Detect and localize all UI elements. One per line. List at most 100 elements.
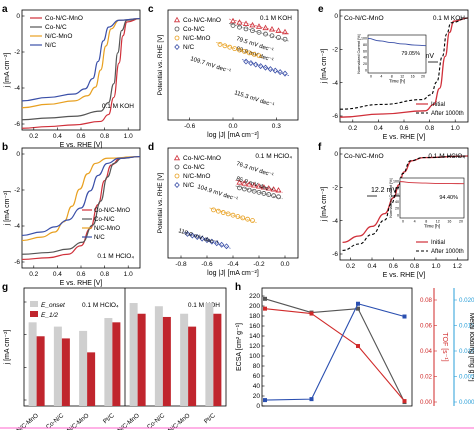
inset-x-tick: 0 [402,220,404,224]
x-axis-label: E vs. RHE [V] [60,142,103,149]
tafel-point [256,189,262,195]
y-tick-label: 220 [249,293,260,300]
inset-y-tick: 60 [395,193,399,197]
series-line-0 [264,298,405,403]
bar-onset [205,303,214,406]
inset-y-tick: 0 [397,214,399,218]
legend-label: After 1000th [431,111,464,117]
x-tick-label: 0.8 [100,271,109,278]
tafel-point [225,211,231,217]
x-tick-label: 0.6 [76,133,85,140]
y-tick-label: 180 [249,313,260,320]
inset-y-tick: 100 [361,37,367,41]
lsv-curve-0 [21,155,141,261]
bar-half [36,336,45,406]
tof-tick-label: 0.04 [420,348,433,355]
y-axis-label-right: Metal loading [mg g⁻¹] [468,312,474,381]
lsv-curve-2 [21,17,141,109]
panel-f-frame [339,147,469,261]
tafel-point [275,27,282,33]
y-tick-label: 160 [249,323,260,330]
inset-x-label: Time [h] [424,224,440,229]
loading-tick-label: 0.005 [459,374,474,381]
series-marker [263,306,267,311]
retention-curve [367,38,427,47]
legend-label: Co-N/C-MnO [45,15,83,22]
inset-x-label: Time [h] [389,79,405,84]
inset-x-tick: 4 [414,220,416,224]
x-axis-label: E vs. RHE [V] [60,280,103,287]
lsv-curve-2 [21,155,141,242]
inset-x-tick: 0 [370,75,372,79]
legend-label: Co-N/C-MnO [183,155,221,162]
legend-label: Initial [431,240,445,246]
condition-label: 0.1 M HClO₄ [97,253,134,260]
panel-a-frame [21,9,141,131]
series-marker [263,398,267,403]
category-label: Co-N/C-MnO [8,412,40,430]
y-tick-label: -4 [332,218,338,225]
inset-y-tick: 20 [363,62,367,66]
y-axis-label: Potential vs. RHE [V] [157,172,164,233]
inset-x-tick: 16 [411,75,415,79]
tof-tick-label: 0.00 [420,399,433,406]
legend-label: N/C [183,44,195,51]
legend-label: Co-N/C [94,216,115,223]
legend-label: Co-N/C [45,24,67,31]
series-marker [356,306,360,311]
series-line-2 [264,303,405,401]
tafel-point [235,214,241,219]
x-tick-label: -0.8 [175,261,187,268]
series-marker [263,296,267,301]
x-tick-label: 0.4 [53,271,62,278]
y-tick-label: 0 [334,151,338,158]
lsv-curve-3 [21,155,141,237]
inset-y-tick: 0 [365,69,367,73]
panel-letter: a [2,4,8,15]
tafel-point [223,243,230,250]
bar-half [162,316,171,406]
x-tick-label: 0.4 [53,133,62,140]
tafel-point [251,188,257,194]
x-tick-label: 0.6 [399,125,408,132]
inset-y-label: Normalized Current [%] [357,34,361,73]
inset-frame [367,34,427,74]
tafel-point [251,51,257,57]
x-tick-label: 0.6 [389,263,398,270]
tafel-point [276,194,281,200]
x-tick-label: 0.4 [374,125,383,132]
legend-swatch [30,311,38,317]
condition-label: 0.1 M KOH [260,15,292,22]
y-tick-label: 20 [253,393,261,400]
tafel-point [268,26,276,32]
tafel-point [230,212,236,218]
tafel-point [209,238,215,245]
tof-tick-label: 0.08 [420,297,433,304]
y-axis-label: j [mA cm⁻²] [321,49,328,85]
tafel-point [204,237,210,244]
legend-label: After 1000th [431,249,464,255]
y-axis-label: Potential vs. RHE [V] [157,34,164,95]
inset-x-tick: 16 [447,220,451,224]
tafel-point [214,240,220,247]
slope-label: 104.9 mV dec⁻¹ [196,184,238,203]
series-marker [309,311,314,316]
y-tick-label: -2 [332,47,338,54]
inset-x-tick: 20 [421,75,425,79]
x-tick-label: 1.0 [451,125,460,132]
tafel-fit [228,23,290,42]
bar-half [61,338,70,406]
panel-letter: b [2,142,8,153]
bar-half [213,313,222,406]
y-tick-label: -6 [14,259,20,266]
y-tick-label: 0 [256,403,260,410]
tafel-point [275,187,282,193]
legend-label: Co-N/C-MnO [94,207,130,214]
x-tick-label: 0.8 [425,125,434,132]
tafel-point [282,36,288,42]
tafel-fit [209,207,257,223]
legend-label: E_1/2 [41,312,58,319]
inset-y-label: Normalized Current [%] [389,178,393,217]
inset-x-tick: 8 [391,75,393,79]
